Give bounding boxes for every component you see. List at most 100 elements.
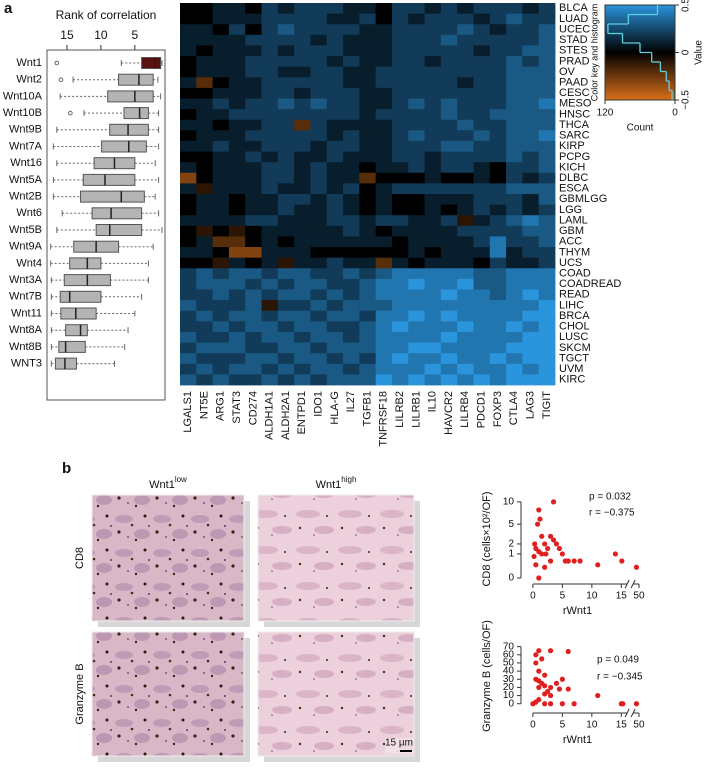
- heatmap-cell: [228, 225, 246, 237]
- heatmap-cell: [457, 98, 474, 110]
- heatmap-cell: [424, 257, 442, 269]
- point: [556, 545, 563, 552]
- heatmap-cell: [277, 353, 295, 365]
- heatmap-cell: [261, 119, 279, 131]
- heatmap-cell: [294, 119, 311, 131]
- heatmap-cell: [277, 140, 295, 152]
- heatmap-cell: [538, 13, 556, 25]
- heatmap-cell: [261, 247, 279, 259]
- box: [123, 107, 149, 120]
- heatmap-cell: [228, 24, 246, 36]
- heatmap-cell: [277, 204, 295, 216]
- category-label: Wnt8A: [9, 324, 43, 336]
- heatmap-cell: [408, 87, 425, 99]
- heatmap-cell: [228, 247, 246, 259]
- column-label: LAG3: [524, 391, 536, 419]
- heatmap-cell: [310, 363, 328, 375]
- heatmap-cell: [489, 247, 507, 259]
- heatmap-cell: [343, 342, 360, 354]
- heatmap-cell: [375, 98, 393, 110]
- heatmap-cell: [245, 353, 262, 365]
- heatmap-cell: [506, 87, 523, 99]
- heatmap-cell: [538, 289, 556, 301]
- heatmap-cell: [261, 289, 279, 301]
- heatmap-cell: [424, 183, 442, 195]
- heatmap-cell: [261, 374, 279, 386]
- heatmap-cell: [261, 236, 279, 248]
- heatmap-cell: [228, 321, 246, 333]
- heatmap-cell: [375, 183, 393, 195]
- scale-bar-label: 15 µm: [385, 738, 413, 749]
- heatmap-cell: [212, 268, 230, 280]
- heatmap-cell: [522, 119, 540, 131]
- heatmap-cell: [440, 353, 458, 365]
- heatmap-cell: [506, 300, 523, 312]
- heatmap-cell: [228, 194, 246, 206]
- point: [543, 551, 549, 557]
- y-tick-label: 20: [503, 682, 515, 693]
- heatmap-cell: [228, 331, 246, 343]
- heatmap-cell: [440, 162, 458, 174]
- heatmap-cell: [294, 310, 311, 322]
- heatmap-cell: [473, 130, 491, 142]
- heatmap-cell: [522, 183, 540, 195]
- heatmap-cell: [294, 56, 311, 68]
- heatmap-cell: [245, 87, 262, 99]
- heatmap-cell: [489, 363, 507, 375]
- heatmap-cell: [473, 183, 491, 195]
- heatmap-cell: [375, 66, 393, 78]
- heatmap-cell: [180, 363, 197, 375]
- y-tick-label: 0: [508, 698, 514, 709]
- heatmap-cell: [375, 236, 393, 248]
- heatmap-cell: [408, 56, 425, 68]
- heatmap-cell: [359, 119, 377, 131]
- box: [101, 140, 147, 153]
- heatmap-cell: [261, 183, 279, 195]
- heatmap-cell: [310, 77, 328, 89]
- heatmap-cell: [310, 34, 328, 46]
- heatmap-cell: [343, 278, 360, 290]
- heatmap-cell: [294, 130, 311, 142]
- heatmap-cell: [408, 268, 425, 280]
- heatmap-cell: [538, 87, 556, 99]
- heatmap-cell: [457, 87, 474, 99]
- heatmap-cell: [212, 342, 230, 354]
- heatmap-cell: [359, 310, 377, 322]
- heatmap-cell: [538, 77, 556, 89]
- heatmap-cell: [326, 321, 344, 333]
- heatmap-cell: [408, 247, 425, 259]
- row-label: UVM: [559, 363, 583, 375]
- x-tick-label: 15: [616, 591, 628, 602]
- row-label: KIRC: [559, 374, 585, 386]
- heatmap-cell: [408, 34, 425, 46]
- heatmap-cell: [457, 268, 474, 280]
- axis-break: [624, 708, 630, 718]
- category-label: Wnt3A: [9, 274, 43, 286]
- point: [547, 701, 554, 707]
- heatmap-cell: [457, 172, 474, 184]
- heatmap-cell: [473, 374, 491, 386]
- row-label: ESCA: [559, 183, 590, 195]
- column-label: LILRB1: [410, 391, 422, 428]
- heatmap-cell: [277, 45, 295, 57]
- heatmap-cell: [212, 98, 230, 110]
- heatmap-cell: [424, 194, 442, 206]
- heatmap-cell: [261, 363, 279, 375]
- heatmap-cell: [473, 151, 491, 163]
- heatmap-cell: [391, 310, 409, 322]
- heatmap-cell: [245, 247, 262, 259]
- heatmap-cell: [522, 215, 540, 227]
- x-tick-label: 15: [60, 28, 74, 42]
- heatmap-cell: [294, 77, 311, 89]
- heatmap-cell: [522, 162, 540, 174]
- heatmap-cell: [391, 24, 409, 36]
- axis-label: rWnt1: [563, 605, 592, 617]
- heatmap-cell: [457, 13, 474, 25]
- point: [531, 553, 537, 560]
- heatmap-cell: [440, 278, 458, 290]
- heatmap-cell: [326, 56, 344, 68]
- point: [556, 686, 563, 692]
- heatmap-cell: [538, 236, 556, 248]
- chart-title: Rank of correlation: [56, 8, 157, 22]
- box: [60, 307, 97, 320]
